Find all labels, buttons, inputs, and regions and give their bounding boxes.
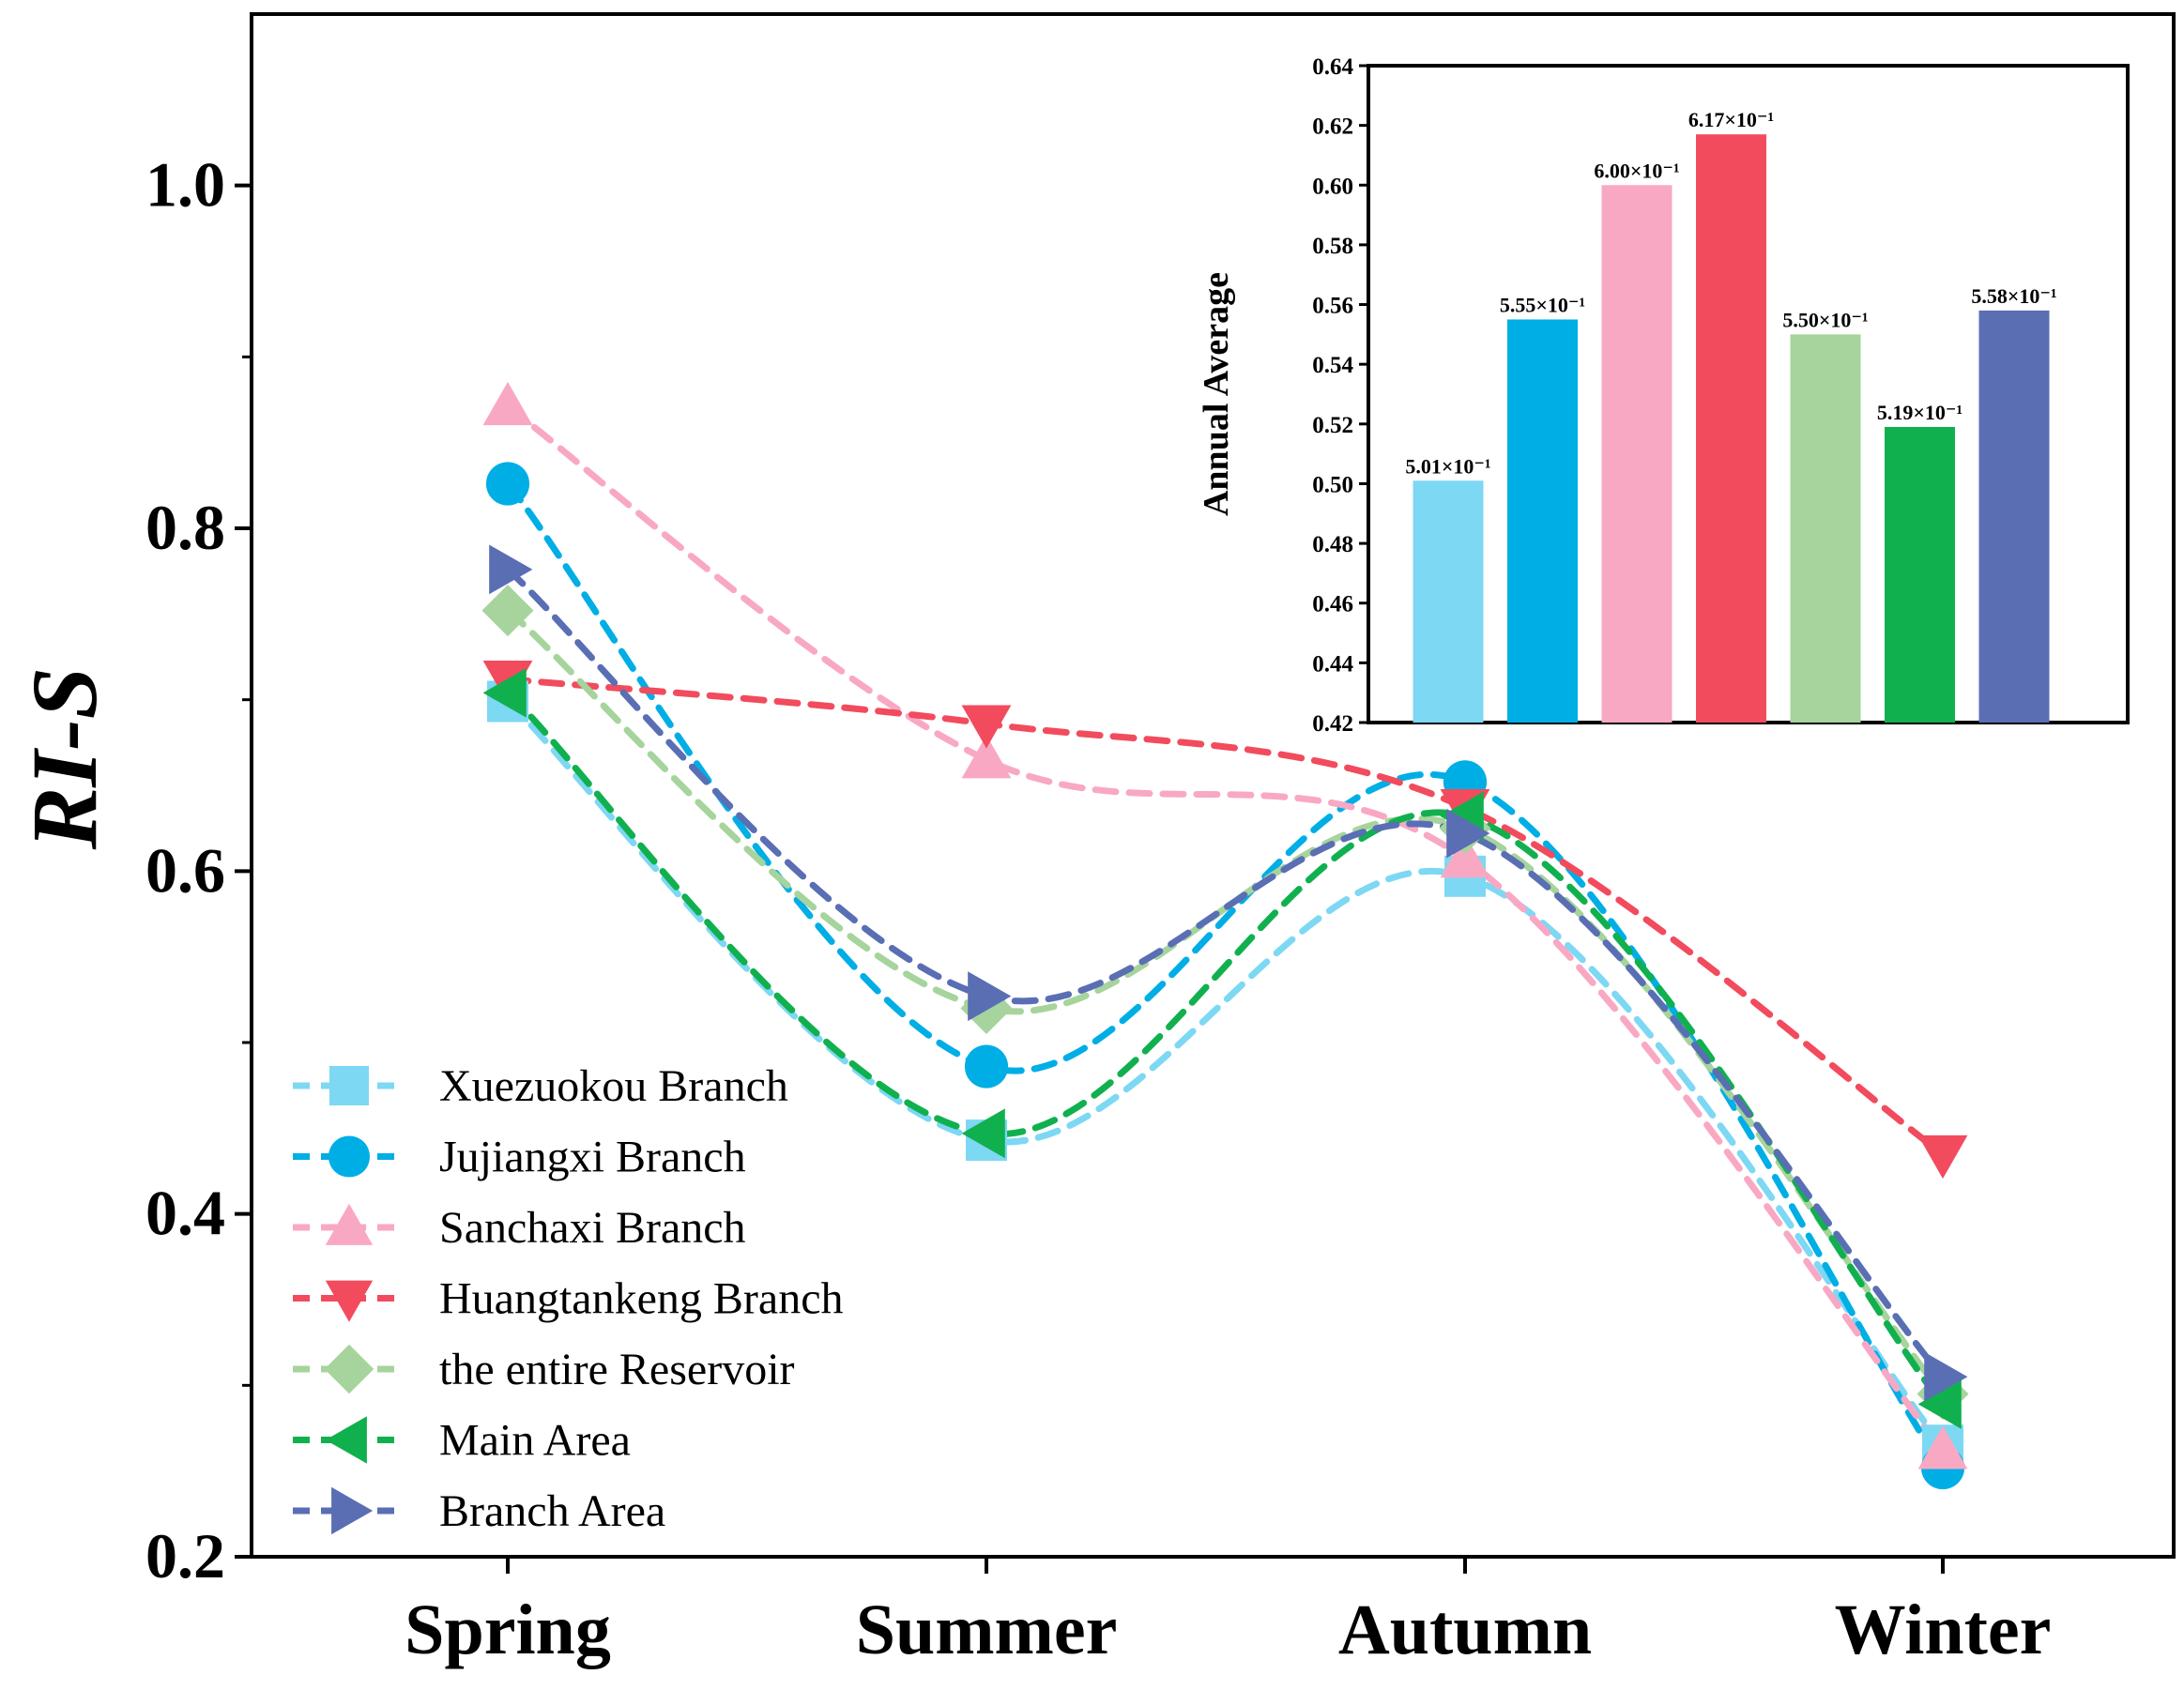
point-huangtankeng-branch-winter [1917,1134,1968,1180]
inset-bar-value-label: 5.55×10⁻¹ [1500,293,1585,316]
main-y-tick-label: 0.4 [145,1178,225,1249]
inset-bar [1601,185,1672,723]
legend-marker [325,1203,374,1245]
point-huangtankeng-branch-summer [961,705,1012,749]
point-branch-area-spring [489,544,533,595]
point-sanchaxi-branch-winter [1917,1425,1968,1469]
inset-bar [1978,310,2050,723]
main-x-tick-label: Summer [856,1591,1118,1669]
legend: Xuezuokou Branch Jujiangxi Branch Sanchaxi… [293,1061,844,1536]
main-y-tick-label: 0.2 [145,1520,225,1591]
series-markers [481,381,1969,1490]
series-line-huangtankeng-branch [504,676,1947,1158]
inset-bar [1696,134,1766,723]
main-y-tick-label: 0.8 [145,492,225,563]
point-jujiangxi-branch-summer [964,1044,1009,1089]
main-y-axis-title: RI-S [12,667,116,851]
legend-item-sanchaxi-branch: Sanchaxi Branch [293,1203,746,1253]
main-x-ticks: Spring Summer Autumn Winter [405,1557,2051,1669]
inset-bar-value-label: 5.50×10⁻¹ [1782,308,1868,331]
main-y-tick-label: 0.6 [145,834,225,906]
main-y-tick-label: 1.0 [145,149,225,221]
inset-bar [1885,427,1955,723]
legend-item-branch-area: Branch Area [293,1486,665,1536]
legend-marker [328,1135,371,1178]
legend-label: Jujiangxi Branch [439,1133,746,1182]
inset-y-ticks: 0.42 0.44 0.46 0.48 0.50 0.52 0.54 0.56 0.58 0.60… [1312,54,1368,737]
inset-y-tick-label: 0.42 [1312,711,1353,737]
legend-item-main-area: Main Area [293,1416,631,1466]
inset-bar-value-label: 6.00×10⁻¹ [1594,159,1679,182]
main-y-ticks: 0.2 0.4 0.6 0.8 1.0 [145,149,252,1591]
legend-marker [324,1344,374,1394]
series-line-xuezuokou-branch [504,697,1947,1449]
inset-y-tick-label: 0.56 [1312,294,1353,319]
inset-y-tick-label: 0.54 [1312,353,1353,378]
point-branch-area-summer [968,971,1012,1022]
inset-bar-value-label: 6.17×10⁻¹ [1688,108,1774,131]
inset-y-axis-title: Annual Average [1197,272,1236,516]
series-line-sanchaxi-branch [504,403,1947,1454]
legend-marker [325,1416,367,1464]
inset-bar [1790,334,1861,723]
legend-label: Xuezuokou Branch [439,1061,788,1111]
point-main-area-winter [1917,1379,1962,1429]
main-x-tick-label: Spring [405,1591,611,1669]
series-lines [504,403,1947,1471]
inset-y-tick-label: 0.58 [1312,234,1353,259]
inset-y-tick-label: 0.62 [1312,114,1353,140]
point-jujiangxi-branch-spring [485,462,530,506]
legend-item-jujiangxi-branch: Jujiangxi Branch [293,1133,746,1182]
legend-marker [329,1066,369,1105]
inset-bars: 5.01×10⁻¹ 5.55×10⁻¹ 6.00×10⁻¹ 6.17×10⁻¹ 5.50… [1405,108,2057,723]
inset-y-tick-label: 0.52 [1312,413,1353,438]
inset-bar-chart: Annual Average 0.420.440.460.480.500.520… [1197,54,2130,737]
point-main-area-spring [482,667,527,718]
point-the-entire-reservoir-spring [481,585,534,637]
legend-label: Huangtankeng Branch [439,1274,844,1324]
inset-y-tick-label: 0.64 [1312,54,1353,80]
inset-bar-value-label: 5.19×10⁻¹ [1877,401,1963,424]
legend-marker [325,1280,374,1322]
legend-item-the-entire-reservoir: the entire Reservoir [293,1344,795,1394]
main-x-tick-label: Autumn [1338,1591,1592,1669]
inset-bar [1413,480,1484,723]
inset-y-tick-label: 0.44 [1312,651,1353,677]
point-branch-area-winter [1924,1351,1968,1402]
legend-label: Sanchaxi Branch [439,1203,746,1253]
inset-y-tick-label: 0.46 [1312,592,1353,617]
inset-y-tick-label: 0.60 [1312,174,1353,199]
point-sanchaxi-branch-summer [961,735,1012,779]
legend-label: the entire Reservoir [439,1345,795,1394]
legend-label: Branch Area [439,1486,665,1536]
legend-item-xuezuokou-branch: Xuezuokou Branch [293,1061,788,1111]
legend-item-huangtankeng-branch: Huangtankeng Branch [293,1274,844,1324]
point-sanchaxi-branch-autumn [1440,834,1490,878]
inset-y-tick-label: 0.48 [1312,532,1353,557]
series-line-branch-area [504,566,1947,1380]
legend-label: Main Area [439,1416,631,1466]
inset-bar [1507,319,1578,723]
main-x-tick-label: Winter [1835,1591,2052,1669]
point-main-area-summer [961,1108,1005,1159]
point-sanchaxi-branch-spring [482,381,533,426]
point-branch-area-autumn [1446,808,1490,859]
legend-marker [331,1486,374,1535]
inset-y-tick-label: 0.50 [1312,472,1353,497]
main-series-group [481,381,1969,1490]
inset-bar-value-label: 5.58×10⁻¹ [1971,284,2056,308]
inset-bar-value-label: 5.01×10⁻¹ [1405,454,1490,478]
main-plot-frame [250,12,2176,1559]
